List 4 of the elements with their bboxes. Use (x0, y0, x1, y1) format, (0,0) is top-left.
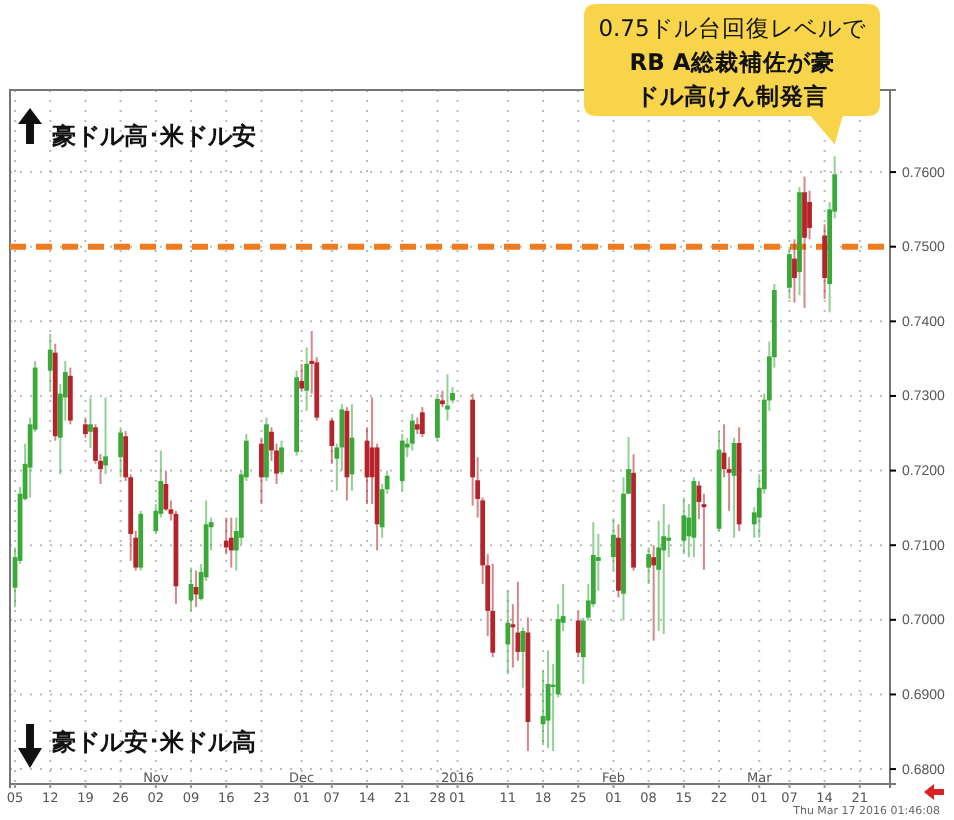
text: 0.75ドル台回復レベルで (598, 14, 868, 42)
annotation: 豪ドル高･米ドル安 (50, 122, 256, 150)
annotation: RB A総裁補佐が豪ドル高けん制発言 (629, 48, 835, 110)
annotation: 豪ドル安･米ドル高 (50, 728, 256, 756)
